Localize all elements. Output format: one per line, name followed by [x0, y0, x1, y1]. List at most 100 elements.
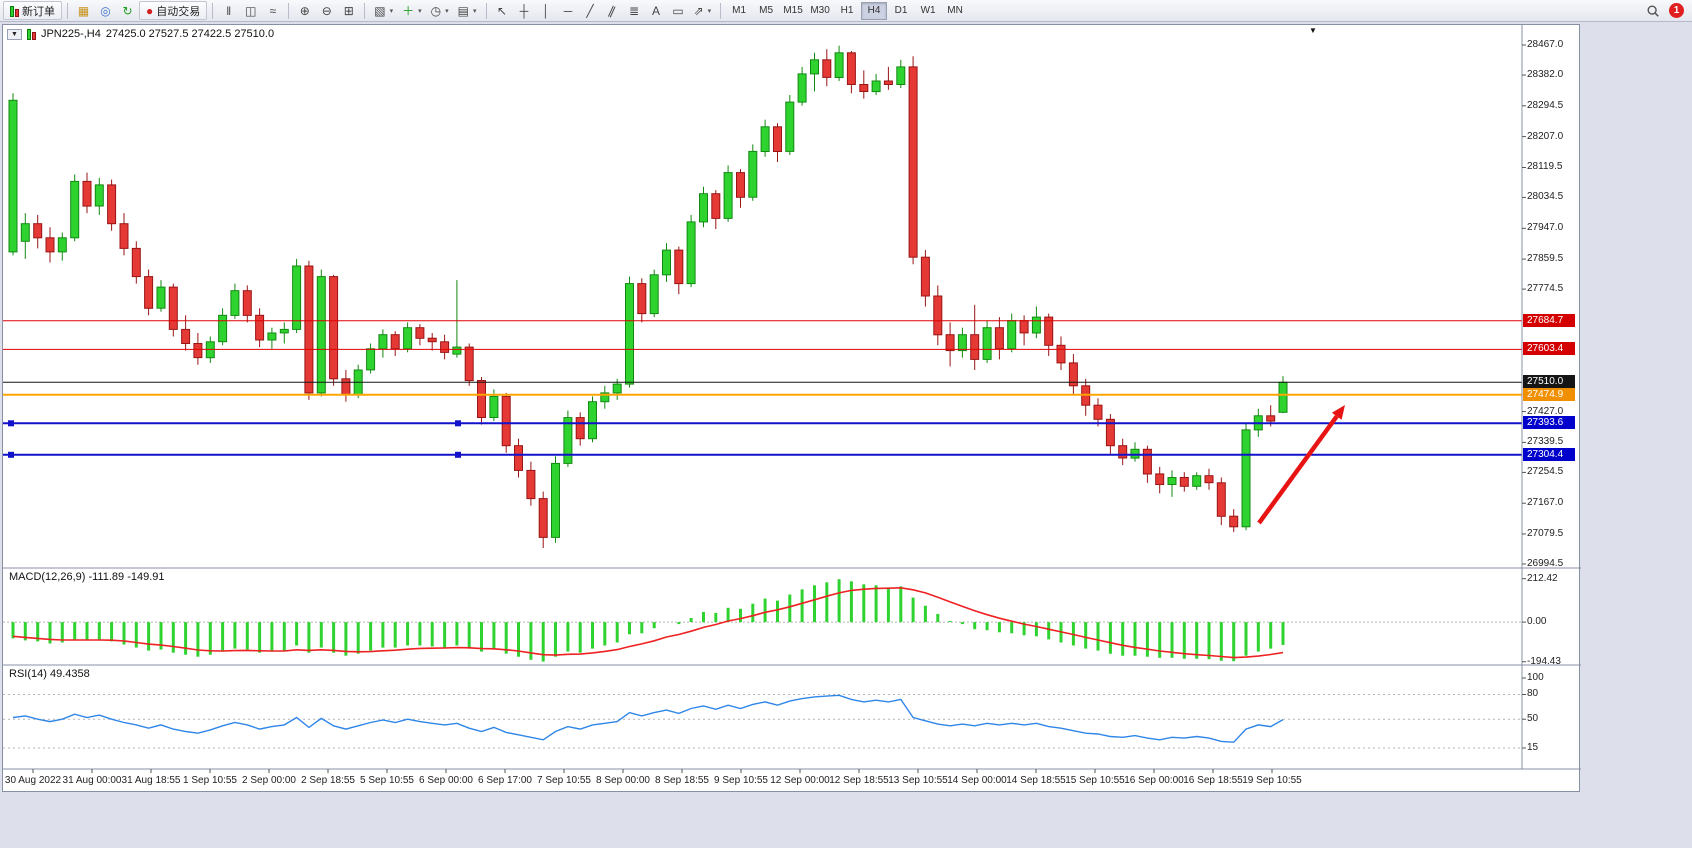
cursor-button[interactable]: ↖	[492, 1, 513, 20]
horizontal-line-button[interactable]: ─	[558, 1, 579, 20]
crosshair-button[interactable]: ┼	[514, 1, 535, 20]
refresh-button[interactable]: ↻	[117, 1, 138, 20]
time-axis-label: 31 Aug 00:00	[62, 775, 122, 786]
search-icon	[1647, 4, 1659, 17]
timeframe-mn[interactable]: MN	[942, 2, 968, 20]
text-button[interactable]: A	[646, 1, 667, 20]
chart-plot[interactable]	[3, 25, 1581, 793]
periods-clock-icon: ◷	[430, 3, 442, 18]
chart-window-button[interactable]: ▦	[73, 1, 94, 20]
toolbar-separator	[212, 2, 214, 19]
vertical-line-button[interactable]: │	[536, 1, 557, 20]
zoom-in-icon: ⊕	[299, 3, 310, 18]
timeframe-d1[interactable]: D1	[888, 2, 914, 20]
notification-badge[interactable]: 1	[1669, 3, 1684, 18]
periods-button[interactable]: ◷ ▾	[427, 1, 453, 20]
time-axis-label: 6 Sep 17:00	[478, 775, 532, 786]
candlestick-chart-button[interactable]: ◫	[240, 1, 261, 20]
channel-icon: ∥	[606, 2, 618, 19]
vertical-line-icon: │	[542, 3, 550, 18]
trendline-button[interactable]: ╱	[580, 1, 601, 20]
dropdown-arrow-icon: ▾	[707, 7, 712, 15]
time-axis-label: 2 Sep 18:55	[301, 775, 355, 786]
toolbar-right-group: 1	[1642, 1, 1689, 20]
time-axis-label: 14 Sep 00:00	[947, 775, 1007, 786]
dropdown-arrow-icon: ▾	[389, 7, 394, 15]
time-axis-label: 5 Sep 10:55	[360, 775, 414, 786]
zoom-out-icon: ⊖	[321, 3, 332, 18]
toolbar-separator	[288, 2, 290, 19]
tile-windows-icon: ⊞	[343, 3, 354, 18]
macd-label: MACD(12,26,9) -111.89 -149.91	[9, 571, 165, 583]
time-axis-label: 19 Sep 10:55	[1242, 775, 1302, 786]
shapes-icon: ⇗	[693, 3, 704, 18]
time-axis-label: 31 Aug 18:55	[121, 775, 181, 786]
timeframe-h1[interactable]: H1	[834, 2, 860, 20]
profiles-button[interactable]: ◎	[95, 1, 116, 20]
dropdown-arrow-icon: ▾	[418, 7, 422, 15]
time-axis-label: 16 Sep 00:00	[1124, 775, 1184, 786]
zoom-in-button[interactable]: ⊕	[294, 1, 315, 20]
text-label-button[interactable]: ▭	[668, 1, 689, 20]
new-order-button[interactable]: 新订单	[3, 1, 62, 20]
candlestick-mini-icon	[26, 28, 36, 40]
new-chart-button[interactable]: ▧ ▾	[370, 1, 397, 20]
search-button[interactable]	[1642, 1, 1664, 20]
dropdown-arrow-icon: ▾	[472, 7, 477, 15]
autotrading-icon: ●	[146, 3, 154, 18]
time-axis-label: 6 Sep 00:00	[419, 775, 473, 786]
bar-chart-button[interactable]: ‖	[218, 1, 239, 20]
time-axis-label: 9 Sep 10:55	[714, 775, 768, 786]
time-axis[interactable]: 30 Aug 2022 31 Aug 00:00 31 Aug 18:55 1 Sep…	[3, 769, 1523, 793]
timeframe-m30[interactable]: M30	[807, 2, 833, 20]
timeframe-m15[interactable]: M15	[780, 2, 806, 20]
chart-window-icon: ▦	[77, 3, 90, 18]
toolbar-separator	[485, 2, 487, 19]
toolbar: 新订单 ▦ ◎ ↻ ● 自动交易 ‖ ◫ ≈ ⊕ ⊖ ⊞ ▧ ▾ ＋ ▾ ◷ ▾ ▤ ▾…	[0, 0, 1692, 22]
indicators-icon: ＋	[402, 3, 415, 18]
rsi-label: RSI(14) 49.4358	[9, 668, 90, 680]
timeframe-m1[interactable]: M1	[726, 2, 752, 20]
autotrading-label: 自动交易	[156, 5, 201, 18]
profiles-icon: ◎	[100, 3, 111, 18]
time-axis-label: 8 Sep 00:00	[596, 775, 650, 786]
time-axis-label: 7 Sep 10:55	[537, 775, 591, 786]
shapes-button[interactable]: ⇗ ▾	[690, 1, 716, 20]
time-axis-label: 8 Sep 18:55	[655, 775, 709, 786]
new-order-label: 新订单	[22, 5, 55, 18]
fibonacci-button[interactable]: ≣	[624, 1, 645, 20]
time-axis-label: 15 Sep 10:55	[1065, 775, 1125, 786]
templates-icon: ▤	[457, 3, 469, 18]
dropdown-arrow-icon: ▾	[445, 7, 449, 15]
chart-collapse-button[interactable]: ▼	[7, 28, 22, 40]
indicators-button[interactable]: ＋ ▾	[398, 1, 426, 20]
refresh-icon: ↻	[122, 3, 133, 18]
timeframe-h4[interactable]: H4	[861, 1, 888, 20]
text-icon: A	[651, 3, 660, 18]
autotrading-button[interactable]: ● 自动交易	[139, 1, 208, 20]
chart-window[interactable]: ▼ JPN225-,H4 27425.0 27527.5 27422.5 275…	[2, 24, 1581, 793]
tile-windows-button[interactable]: ⊞	[338, 1, 359, 20]
time-axis-label: 30 Aug 2022	[4, 775, 62, 786]
channel-button[interactable]: ∥	[602, 1, 623, 20]
time-axis-label: 1 Sep 10:55	[183, 775, 237, 786]
time-axis-label: 2 Sep 00:00	[242, 775, 296, 786]
bar-chart-icon: ‖	[226, 3, 232, 18]
toolbar-separator	[67, 2, 68, 19]
toolbar-separator	[364, 2, 366, 19]
templates-button[interactable]: ▤ ▾	[454, 1, 481, 20]
line-chart-button[interactable]: ≈	[262, 1, 283, 20]
time-axis-label: 13 Sep 10:55	[888, 775, 948, 786]
line-chart-icon: ≈	[269, 3, 277, 18]
timeframe-m5[interactable]: M5	[753, 2, 779, 20]
horizontal-line-icon: ─	[563, 3, 573, 18]
chart-shift-marker-icon[interactable]: ▼	[1309, 26, 1317, 35]
time-axis-label: 12 Sep 18:55	[829, 775, 889, 786]
timeframe-w1[interactable]: W1	[915, 2, 941, 20]
candlestick-chart-icon: ◫	[245, 3, 257, 18]
chart-title-row: ▼ JPN225-,H4 27425.0 27527.5 27422.5 275…	[7, 28, 274, 40]
trendline-icon: ╱	[586, 3, 594, 18]
time-axis-label: 12 Sep 00:00	[770, 775, 830, 786]
zoom-out-button[interactable]: ⊖	[316, 1, 337, 20]
